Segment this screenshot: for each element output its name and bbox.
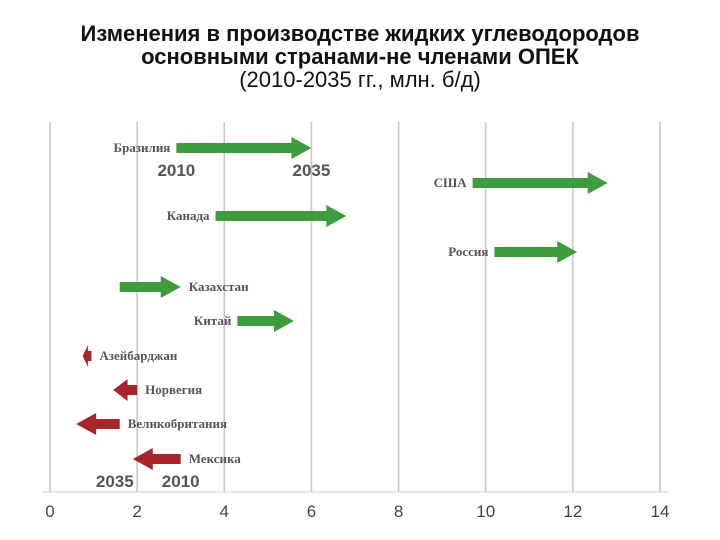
increase-arrow — [176, 137, 312, 159]
country-label: Канада — [167, 208, 210, 223]
increase-arrow — [472, 172, 608, 194]
x-tick-label: 12 — [563, 502, 582, 521]
x-tick-label: 10 — [476, 502, 495, 521]
chart-title: Изменения в производстве жидких углеводо… — [0, 22, 720, 92]
x-tick-label: 8 — [394, 502, 403, 521]
decrease-arrow — [82, 345, 92, 367]
country-label: Россия — [448, 244, 488, 259]
increase-arrow — [494, 241, 578, 263]
country-label: Бразилия — [113, 140, 170, 155]
title-line-3: (2010-2035 гг., млн. б/д) — [239, 67, 481, 92]
country-label: Азейбарджан — [99, 348, 177, 363]
country-label: Великобритания — [128, 416, 227, 431]
x-tick-label: 2 — [132, 502, 141, 521]
title-line-1: Изменения в производстве жидких углеводо… — [80, 21, 640, 46]
increase-arrow — [237, 310, 294, 332]
decrease-arrow — [113, 379, 138, 401]
country-label: США — [434, 175, 468, 190]
year-label-end: 2035 — [96, 472, 134, 491]
year-label-end: 2035 — [293, 161, 331, 180]
x-tick-label: 4 — [220, 502, 229, 521]
x-tick-label: 0 — [45, 502, 54, 521]
country-label: Мексика — [189, 451, 242, 466]
year-label-start: 2010 — [162, 472, 200, 491]
x-tick-label: 14 — [651, 502, 670, 521]
country-label: Норвегия — [145, 382, 202, 397]
country-label: Казахстан — [189, 279, 249, 294]
title-line-2: основными странами-не членами ОПЕК — [141, 44, 579, 69]
decrease-arrow — [76, 413, 120, 435]
increase-arrow — [215, 205, 347, 227]
increase-arrow — [119, 276, 181, 298]
year-label-start: 2010 — [157, 161, 195, 180]
country-label: Китай — [194, 313, 232, 328]
decrease-arrow — [132, 448, 181, 470]
x-tick-label: 6 — [307, 502, 316, 521]
